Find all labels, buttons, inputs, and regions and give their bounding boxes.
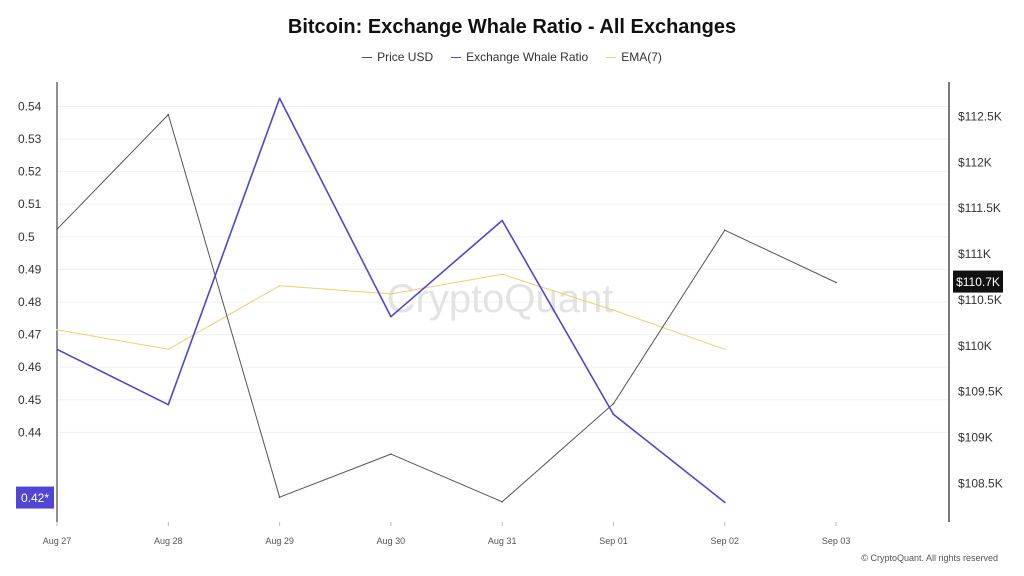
x-tick-label: Sep 01 (599, 536, 628, 546)
left-tick-label: 0.49 (18, 262, 42, 276)
legend-swatch-price (362, 56, 373, 58)
chart-title: Bitcoin: Exchange Whale Ratio - All Exch… (287, 16, 737, 38)
right-value-badge (953, 270, 1003, 293)
legend-swatch-ema (606, 56, 617, 58)
copyright-footer: © CryptoQuant. All rights reserved (861, 553, 998, 563)
legend-item-ema[interactable]: EMA(7) (606, 50, 662, 64)
left-value-badge (16, 486, 54, 509)
right-tick-label: $112.5K (958, 109, 1002, 123)
left-tick-label: 0.5 (18, 230, 35, 244)
left-tick-label: 0.45 (18, 393, 42, 407)
x-tick-label: Aug 30 (377, 536, 406, 546)
x-tick-label: Sep 03 (822, 536, 851, 546)
right-tick-label: $110K (958, 339, 992, 353)
right-tick-label: $109K (958, 431, 993, 445)
x-tick-label: Aug 27 (43, 536, 72, 546)
legend-swatch-whale-ratio (451, 56, 462, 58)
series-line-price-usd (56, 114, 837, 503)
left-tick-label: 0.48 (18, 295, 42, 309)
left-tick-label: 0.52 (18, 165, 42, 179)
data-point-price-usd (612, 402, 615, 405)
right-tick-label: $112K (958, 155, 992, 169)
data-point-exchange-whale-ratio (724, 501, 726, 504)
data-point-ema-7 (278, 284, 281, 287)
right-tick-label: $111K (958, 247, 991, 261)
data-point-price-usd (501, 501, 504, 503)
data-point-exchange-whale-ratio (278, 97, 281, 100)
data-point-price-usd (724, 229, 726, 231)
data-point-price-usd (56, 228, 58, 231)
right-value-badge-label: $110.7K (956, 275, 1000, 289)
data-point-ema-7 (501, 273, 504, 276)
data-point-exchange-whale-ratio (612, 413, 615, 416)
watermark-text: CryptoQuant (387, 277, 614, 321)
legend-label-ema: EMA(7) (621, 50, 662, 64)
data-point-exchange-whale-ratio (56, 348, 58, 351)
x-tick-label: Aug 29 (265, 536, 294, 546)
left-tick-label: 0.51 (18, 197, 42, 211)
legend-label-whale-ratio: Exchange Whale Ratio (466, 50, 589, 64)
legend-label-price: Price USD (377, 50, 434, 64)
data-point-price-usd (278, 496, 281, 499)
data-point-price-usd (390, 453, 392, 455)
left-value-badge-label: 0.42* (21, 491, 49, 505)
data-point-price-usd (167, 113, 170, 116)
data-point-ema-7 (724, 348, 726, 351)
left-tick-label: 0.46 (18, 360, 42, 374)
left-tick-label: 0.44 (18, 425, 42, 439)
data-point-price-usd (835, 281, 837, 284)
x-tick-label: Sep 02 (711, 536, 740, 546)
legend-item-price[interactable]: Price USD (362, 50, 433, 64)
right-tick-label: $108.5K (958, 476, 1003, 490)
data-point-ema-7 (612, 309, 615, 311)
right-tick-label: $110.5K (958, 293, 1002, 307)
legend-item-whale-ratio[interactable]: Exchange Whale Ratio (451, 50, 588, 64)
data-point-ema-7 (390, 293, 392, 295)
x-tick-label: Aug 28 (154, 536, 183, 546)
left-tick-label: 0.47 (18, 328, 42, 342)
data-point-exchange-whale-ratio (501, 219, 504, 222)
data-point-ema-7 (167, 348, 170, 351)
right-tick-label: $109.5K (958, 385, 1003, 399)
legend: Price USD Exchange Whale Ratio EMA(7) (0, 50, 1024, 64)
right-tick-label: $111.5K (958, 201, 1001, 215)
data-point-exchange-whale-ratio (390, 315, 392, 318)
x-tick-label: Aug 31 (488, 536, 517, 546)
data-point-ema-7 (56, 328, 58, 331)
left-tick-label: 0.54 (18, 99, 42, 113)
data-point-exchange-whale-ratio (167, 403, 170, 406)
left-tick-label: 0.53 (18, 132, 42, 146)
